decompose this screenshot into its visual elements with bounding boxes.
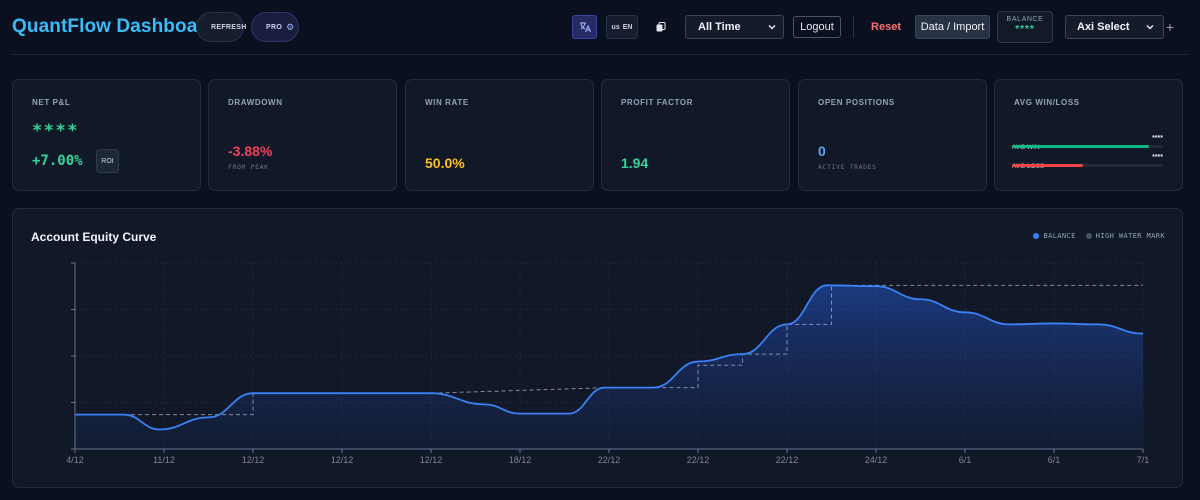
chevron-down-icon	[768, 24, 776, 30]
x-tick-label: 12/12	[331, 455, 354, 465]
chart-legend: BALANCE HIGH WATER MARK	[1033, 232, 1165, 240]
balance-area	[75, 285, 1143, 449]
avg-win-value: ****	[1152, 135, 1163, 142]
refresh-label: REFRESH	[211, 23, 247, 31]
avg-loss-value: ****	[1152, 154, 1163, 161]
translate-icon	[579, 22, 591, 33]
x-tick-label: 12/12	[420, 455, 443, 465]
top-header: QuantFlow Dashboard REFRESH PRO ⚙ us EN …	[0, 0, 1200, 56]
data-import-button[interactable]: Data / Import	[915, 15, 990, 39]
app-title: QuantFlow Dashboard	[12, 16, 217, 37]
roi-toggle[interactable]: ROI	[96, 149, 119, 173]
card-profit-factor: PROFIT FACTOR 1.94	[601, 79, 790, 191]
card-title: AVG WIN/LOSS	[1014, 98, 1080, 107]
avg-win-bar-fill	[1012, 145, 1150, 148]
header-divider-line	[12, 54, 1188, 55]
time-range-value: All Time	[698, 21, 741, 33]
x-tick-label: 22/12	[776, 455, 799, 465]
card-title: WIN RATE	[425, 98, 469, 107]
open-positions-sub: ACTIVE TRADES	[818, 163, 877, 171]
card-open-positions: OPEN POSITIONS 0 ACTIVE TRADES	[798, 79, 987, 191]
pnl-value: ****	[32, 121, 79, 141]
legend-balance-swatch	[1033, 233, 1040, 239]
drawdown-sub: FROM PEAK	[228, 163, 269, 171]
x-tick-label: 6/1	[1048, 455, 1061, 465]
equity-chart-card: 4/12 11/12 12/12 12/12 12/12 18/12 22/12 22/12 2…	[12, 208, 1183, 488]
balance-display: BALANCE ****	[997, 11, 1053, 43]
equity-chart[interactable]: 4/12 11/12 12/12 12/12 12/12 18/12 22/12 22/12 2…	[13, 209, 1184, 489]
balance-value: ****	[1015, 24, 1035, 35]
avg-win-row: AVG WIN ****	[1012, 135, 1163, 154]
reset-button[interactable]: Reset	[871, 21, 901, 33]
time-range-select[interactable]: All Time	[685, 15, 784, 39]
copy-icon	[656, 22, 666, 32]
high-water-mark-line	[75, 284, 1143, 416]
logout-button[interactable]: Logout	[793, 16, 841, 38]
avg-loss-bar-fill	[1012, 164, 1083, 167]
pnl-percent: +7.00%	[32, 153, 83, 169]
win-rate-value: 50.0%	[425, 155, 465, 171]
x-tick-label: 11/12	[153, 455, 175, 465]
card-title: DRAWDOWN	[228, 98, 283, 107]
pro-label: PRO	[266, 23, 283, 31]
x-tick-label: 6/1	[959, 455, 972, 465]
x-tick-label: 22/12	[598, 455, 621, 465]
card-title: PROFIT FACTOR	[621, 98, 694, 107]
legend-hwm-swatch	[1085, 233, 1092, 239]
header-divider	[853, 16, 854, 38]
card-title: OPEN POSITIONS	[818, 98, 895, 107]
x-tick-label: 12/12	[242, 455, 265, 465]
profit-factor-value: 1.94	[621, 155, 649, 171]
avg-loss-row: AVG LOSS ****	[1012, 154, 1163, 173]
account-select-value: Axi Select	[1077, 21, 1130, 33]
x-tick-label: 4/12	[66, 455, 84, 465]
legend-high-water-mark[interactable]: HIGH WATER MARK	[1085, 232, 1165, 240]
flag-icon: us	[611, 23, 620, 31]
avg-win-bar-track	[1012, 145, 1163, 148]
drawdown-value: -3.88%	[228, 143, 273, 159]
balance-label: BALANCE	[1006, 16, 1044, 23]
open-positions-value: 0	[818, 143, 826, 159]
pro-button[interactable]: PRO ⚙	[251, 12, 299, 42]
language-code: EN	[622, 23, 633, 31]
x-tick-label: 24/12	[865, 455, 888, 465]
balance-line	[75, 284, 1144, 431]
copy-button[interactable]	[652, 15, 670, 39]
refresh-button[interactable]: REFRESH	[196, 12, 247, 42]
card-drawdown: DRAWDOWN -3.88% FROM PEAK	[208, 79, 397, 191]
x-tick-label: 18/12	[509, 455, 532, 465]
card-title: NET P&L	[32, 98, 71, 107]
add-account-button[interactable]: +	[1165, 19, 1175, 35]
card-net-pnl: NET P&L **** +7.00% ROI	[12, 79, 201, 191]
card-win-rate: WIN RATE 50.0%	[405, 79, 594, 191]
x-tick-label: 22/12	[687, 455, 710, 465]
legend-balance-label: BALANCE	[1043, 232, 1076, 240]
x-tick-label: 7/1	[1137, 455, 1150, 465]
avg-loss-bar-track	[1012, 164, 1163, 167]
translate-button[interactable]	[572, 15, 597, 39]
gear-icon: ⚙	[286, 21, 295, 32]
card-avg-win-loss: AVG WIN/LOSS AVG WIN **** AVG LOSS ****	[994, 79, 1183, 191]
chart-title: Account Equity Curve	[31, 230, 157, 244]
account-select[interactable]: Axi Select	[1065, 15, 1164, 39]
legend-hwm-label: HIGH WATER MARK	[1095, 232, 1165, 240]
chevron-down-icon	[1146, 24, 1154, 30]
legend-balance[interactable]: BALANCE	[1033, 232, 1075, 240]
language-selector[interactable]: us EN	[606, 15, 638, 39]
